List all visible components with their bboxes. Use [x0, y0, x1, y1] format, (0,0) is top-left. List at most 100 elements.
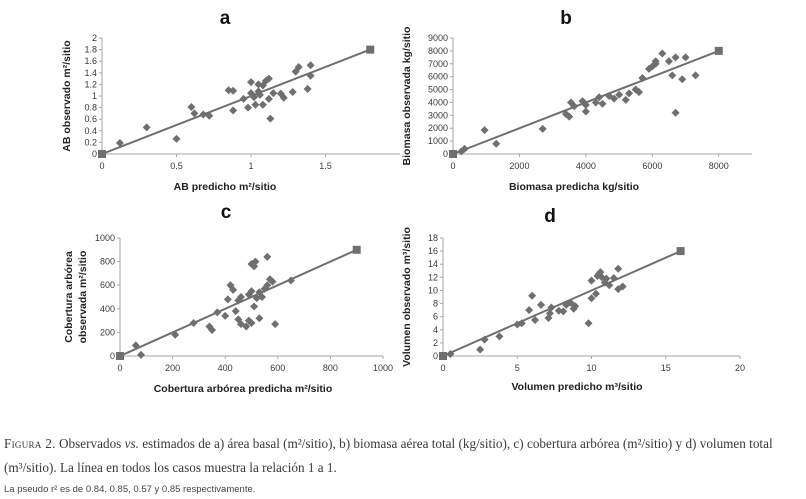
data-point [254, 87, 263, 96]
data-point [591, 98, 600, 107]
data-point [596, 268, 605, 277]
data-point [252, 294, 261, 303]
data-point [229, 285, 238, 294]
data-point [664, 57, 673, 66]
x-axis-title: AB predicho m²/sitio [174, 181, 277, 193]
data-point [258, 293, 267, 301]
data-point [250, 302, 259, 311]
data-point [595, 93, 604, 102]
chart-c: 0 200 400 600 800 1000 0 200 400 600 800 1000 c Cober… [63, 202, 393, 395]
x-tick-label: 1 [248, 161, 253, 171]
y-tick-label: 200 [100, 327, 115, 337]
y-tick-label: 1.6 [84, 56, 97, 66]
data-point [258, 100, 267, 109]
data-point [678, 75, 687, 84]
one-to-one-line [101, 48, 371, 155]
data-point [142, 123, 151, 132]
data-point [236, 293, 245, 301]
data-point [279, 93, 288, 102]
x-axis-title: Volumen predicho m³/sitio [511, 381, 642, 393]
y-axis-title: Cobertura arbórea observada m²/sitio [63, 251, 89, 344]
data-point [651, 57, 660, 66]
line-end-marker [449, 150, 457, 158]
y-tick-label: 1000 [95, 233, 115, 243]
data-point [247, 318, 256, 327]
y-tick-label: 0 [110, 351, 115, 361]
data-point [239, 94, 248, 103]
caption-vs: vs. [124, 436, 139, 451]
caption-text-2: estimados de a) área basal (m²/sitio), b… [4, 436, 773, 475]
x-tick-label: 200 [165, 363, 180, 373]
data-point [306, 71, 315, 80]
data-point [621, 95, 630, 104]
y-tick-label: 4000 [428, 97, 448, 107]
data-point [571, 302, 580, 311]
x-tick-label: 2000 [509, 161, 529, 171]
y-tick-label: 3000 [428, 110, 448, 120]
data-point [269, 89, 278, 98]
figure-caption: Figura 2. Observados vs. estimados de a)… [4, 432, 804, 480]
data-point [247, 78, 255, 87]
line-end-marker [98, 150, 106, 158]
data-point [598, 99, 607, 108]
data-point [547, 303, 556, 312]
data-point [199, 110, 208, 119]
data-point [446, 350, 455, 359]
panel-letter: c [221, 202, 232, 223]
y-axis-title: Volumen observado m³/sitio [401, 227, 413, 367]
data-point [537, 300, 546, 309]
line-end-marker [714, 46, 723, 55]
data-point [264, 94, 273, 103]
y-axis-title: Biomasa observada kg/sitio [401, 27, 413, 166]
data-point [264, 74, 273, 83]
panel-letter: d [544, 206, 556, 227]
panel-letter: b [560, 8, 572, 29]
x-tick-label: 0 [117, 363, 122, 373]
x-tick-label: 8000 [709, 161, 729, 171]
line-end-marker [676, 247, 685, 256]
y-tick-label: 7000 [428, 59, 448, 69]
data-point [581, 101, 590, 110]
y-tick-label: 2 [433, 338, 438, 348]
x-axis-title: Biomasa predicha kg/sitio [509, 181, 639, 193]
data-point [581, 107, 590, 116]
data-point [460, 144, 469, 153]
y-tick-label: 6 [433, 312, 438, 322]
data-point [223, 295, 232, 304]
y-tick-label: 0 [433, 351, 438, 361]
y-tick-label: 400 [100, 304, 115, 314]
y-tick-label: 12 [428, 272, 438, 282]
data-point [495, 332, 504, 341]
data-point [615, 90, 624, 99]
data-point [480, 335, 489, 344]
x-tick-label: 10 [586, 363, 596, 373]
data-point [247, 287, 256, 296]
x-tick-label: 1.5 [319, 161, 332, 171]
chart-a: 0 0.20.4 0.60.8 1 1.21.4 1.61.8 2 0 0.5 1 1.5 a AB p… [61, 8, 400, 193]
y-tick-label: 8 [433, 299, 438, 309]
data-point [525, 306, 534, 315]
data-point [286, 276, 295, 285]
y-tick-label: 0.6 [84, 114, 97, 124]
data-point [614, 264, 623, 273]
chart-d: 0 2 4 6 8 10 12 14 16 18 0 5 10 15 20 d Volumen predicho… [401, 206, 745, 393]
data-point [131, 341, 140, 350]
data-point [609, 273, 618, 282]
y-tick-label: 600 [100, 280, 115, 290]
data-point [303, 85, 312, 94]
data-point [545, 309, 554, 318]
x-axis-title: Cobertura arbórea predicha m²/sitio [154, 383, 333, 395]
data-point [213, 308, 222, 317]
y-tick-label: 4 [433, 325, 438, 335]
y-tick-label: 0.8 [84, 103, 97, 113]
data-point [559, 307, 568, 316]
data-point [221, 311, 230, 320]
x-tick-label: 800 [323, 363, 338, 373]
data-point [517, 319, 526, 328]
data-point [584, 319, 593, 328]
x-tick-label: 4000 [576, 161, 596, 171]
x-tick-label: 0 [450, 161, 455, 171]
data-point [115, 138, 124, 147]
y-tick-label: 18 [428, 233, 438, 243]
